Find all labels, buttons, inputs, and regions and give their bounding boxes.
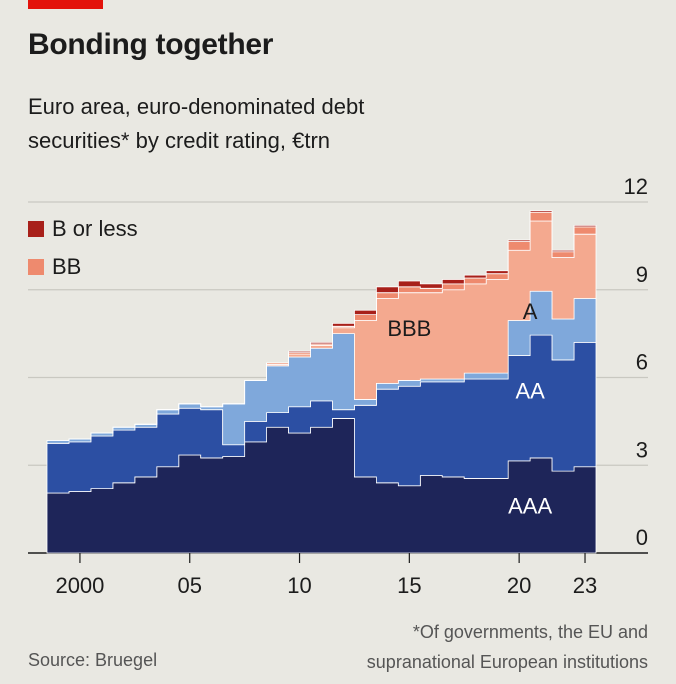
x-tick-label-2023: 23 <box>573 573 597 598</box>
series-label-bbb: BBB <box>387 316 431 341</box>
footnote: *Of governments, the EU and supranationa… <box>367 617 648 677</box>
legend-item-b-or-less: B or less <box>28 210 138 248</box>
subtitle-line-1: Euro area, euro-denominated debt <box>28 94 365 119</box>
x-tick-label-2005: 05 <box>177 573 201 598</box>
x-tick-label-2010: 10 <box>287 573 311 598</box>
legend-label-bb: BB <box>52 254 82 279</box>
subtitle-line-2: securities* by credit rating, €trn <box>28 128 331 153</box>
footnote-line-1: *Of governments, the EU and <box>412 622 648 642</box>
series-label-aa: AA <box>515 378 545 403</box>
footnote-line-2: supranational European institutions <box>366 652 648 672</box>
legend: B or less BB <box>28 210 138 286</box>
x-tick-label-2020: 20 <box>507 573 531 598</box>
series-label-aaa: AAA <box>508 493 552 518</box>
chart-title: Bonding together <box>28 28 274 61</box>
legend-item-bb: BB <box>28 248 138 286</box>
y-tick-label-12: 12 <box>624 174 648 199</box>
chart-subtitle: Euro area, euro-denominated debt securit… <box>28 90 588 158</box>
x-tick-label-2015: 15 <box>397 573 421 598</box>
brand-bar <box>28 0 103 9</box>
legend-label-b-or-less: B or less <box>52 216 138 241</box>
x-tick-label-2000: 2000 <box>55 573 104 598</box>
y-tick-label-6: 6 <box>636 350 648 375</box>
legend-swatch-b-or-less <box>28 221 44 237</box>
y-tick-label-0: 0 <box>636 525 648 550</box>
area-series-b-or-less <box>47 210 597 441</box>
legend-swatch-bb <box>28 259 44 275</box>
y-tick-label-3: 3 <box>636 437 648 462</box>
y-tick-label-9: 9 <box>636 262 648 287</box>
source-note: Source: Bruegel <box>28 650 158 670</box>
series-label-a: A <box>523 299 538 324</box>
